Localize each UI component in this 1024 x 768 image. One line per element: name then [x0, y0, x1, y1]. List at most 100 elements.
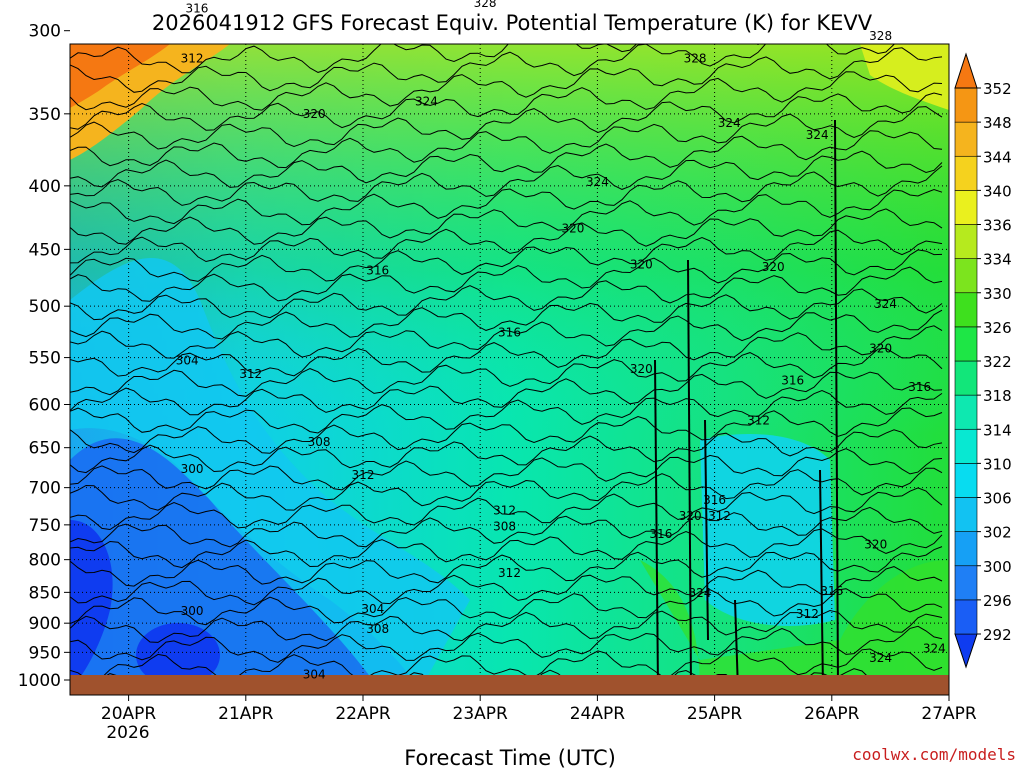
y-tick-label: 900: [29, 614, 61, 634]
contour-label: 312: [493, 503, 516, 517]
y-tick-label: 750: [29, 516, 61, 536]
colorbar-label: 318: [983, 387, 1012, 405]
colorbar-bin: [954, 360, 978, 396]
colorbar-bin: [954, 463, 978, 498]
contour-label: 320: [864, 538, 887, 552]
y-tick-label: 300: [29, 22, 61, 42]
contour-label: 320: [630, 258, 653, 272]
x-year-label: 2026: [106, 723, 149, 743]
region-green-low-right: [640, 560, 949, 690]
contour-line: [819, 469, 824, 691]
contour-label: 324: [688, 586, 711, 600]
colorbar: 292 296 300 302 306 310 314 318 322 326 330 334 336 3…: [954, 52, 1012, 669]
colorbar-bin: [954, 497, 978, 532]
contour-label: 320: [562, 222, 585, 236]
colorbar-label: 352: [983, 80, 1012, 98]
colorbar-label: 306: [983, 490, 1012, 508]
contour-line: [70, 389, 943, 434]
contour-label: 312: [708, 509, 731, 523]
y-tick-label: 800: [29, 551, 61, 571]
contour-label: 324: [718, 116, 741, 130]
contour-label: 316: [186, 2, 209, 16]
colorbar-label: 334: [983, 251, 1012, 269]
colorbar-label: 340: [983, 182, 1012, 200]
contour-line: [70, 566, 943, 606]
contour-line: [70, 266, 943, 321]
colorbar-label: 336: [983, 217, 1012, 235]
contour-label: 312: [498, 566, 521, 580]
contour-label: 320: [679, 509, 702, 523]
y-tick-label: 500: [29, 297, 61, 317]
contour-label: 312: [352, 468, 375, 482]
contour-line: [654, 359, 659, 691]
colorbar-bin: [954, 258, 978, 294]
colorbar-bin: [954, 87, 978, 123]
contour-line: [70, 506, 943, 548]
region-coldest-core: [70, 520, 113, 690]
y-tick-label: 350: [29, 105, 61, 125]
contour-line: [70, 448, 943, 491]
plot-frame: [69, 43, 950, 696]
contour-line: [70, 47, 943, 111]
contour-label: 308: [366, 622, 389, 636]
credit-text: coolwx.com/models: [852, 745, 1016, 764]
contour-label: 308: [493, 519, 516, 533]
contour-label: 300: [181, 604, 204, 618]
contour-labels: 3403363283323243163123203283243243203163…: [176, 0, 946, 682]
y-tick-label: 1000: [18, 671, 61, 691]
y-tick-label: 600: [29, 396, 61, 416]
y-tick-label: 700: [29, 479, 61, 499]
contour-label: 304: [176, 354, 199, 368]
colorbar-bin: [954, 531, 978, 567]
colorbar-label: 314: [983, 421, 1012, 439]
ground-surface: [70, 675, 949, 695]
region-cold-pocket: [136, 623, 220, 687]
contour-label: 304: [361, 602, 384, 616]
contour-label: 324: [806, 128, 829, 142]
colorbar-label: 326: [983, 319, 1012, 337]
colorbar-label: 344: [983, 148, 1012, 166]
x-tick-label: 21APR: [218, 704, 274, 724]
contour-label: 312: [239, 367, 262, 381]
colorbar-label: 300: [983, 558, 1012, 576]
x-axis-label: Forecast Time (UTC): [404, 746, 616, 768]
contour-label: 312: [747, 413, 770, 427]
colorbar-bin: [954, 428, 978, 464]
colorbar-bin: [954, 52, 978, 89]
y-tick-label: 950: [29, 643, 61, 663]
contour-line: [70, 487, 943, 531]
colorbar-bin: [954, 155, 978, 191]
colorbar-label: 296: [983, 592, 1012, 610]
contour-label: 312: [796, 607, 819, 621]
y-tick-label: 650: [29, 439, 61, 459]
y-axis-ticks: 2503003504004505005506006507007508008509…: [18, 22, 70, 691]
contour-line: [70, 528, 943, 569]
contour-line: [70, 309, 943, 359]
colorbar-label: 348: [983, 114, 1012, 132]
contour-label: 328: [869, 29, 892, 43]
contour-line: [70, 130, 943, 188]
y-tick-label: 400: [29, 177, 61, 197]
contour-label: 316: [820, 584, 843, 598]
x-axis-ticks: 20APR 21APR 22APR 23APR 24APR 25APR 26APR 27APR: [101, 695, 977, 724]
contour-line: [70, 44, 896, 93]
contour-label: 316: [781, 374, 804, 388]
contour-line: [70, 609, 943, 643]
contour-line: [70, 347, 943, 397]
contour-label: 324: [415, 94, 438, 108]
x-tick-label: 20APR: [101, 704, 157, 724]
chart-title: 2026041912 GFS Forecast Equiv. Potential…: [152, 11, 873, 35]
colorbar-bin: [954, 292, 978, 328]
contour-line: [70, 429, 943, 474]
contour-line: [834, 119, 839, 691]
colorbar-label: 322: [983, 353, 1012, 371]
contour-label: 320: [303, 107, 326, 121]
contour-line: [704, 419, 709, 641]
colorbar-label: 310: [983, 455, 1012, 473]
contour-line: [70, 288, 943, 340]
contour-line: [70, 467, 943, 511]
x-tick-label: 22APR: [335, 704, 391, 724]
contour-line: [70, 165, 943, 226]
colorbar-bin: [954, 224, 978, 259]
